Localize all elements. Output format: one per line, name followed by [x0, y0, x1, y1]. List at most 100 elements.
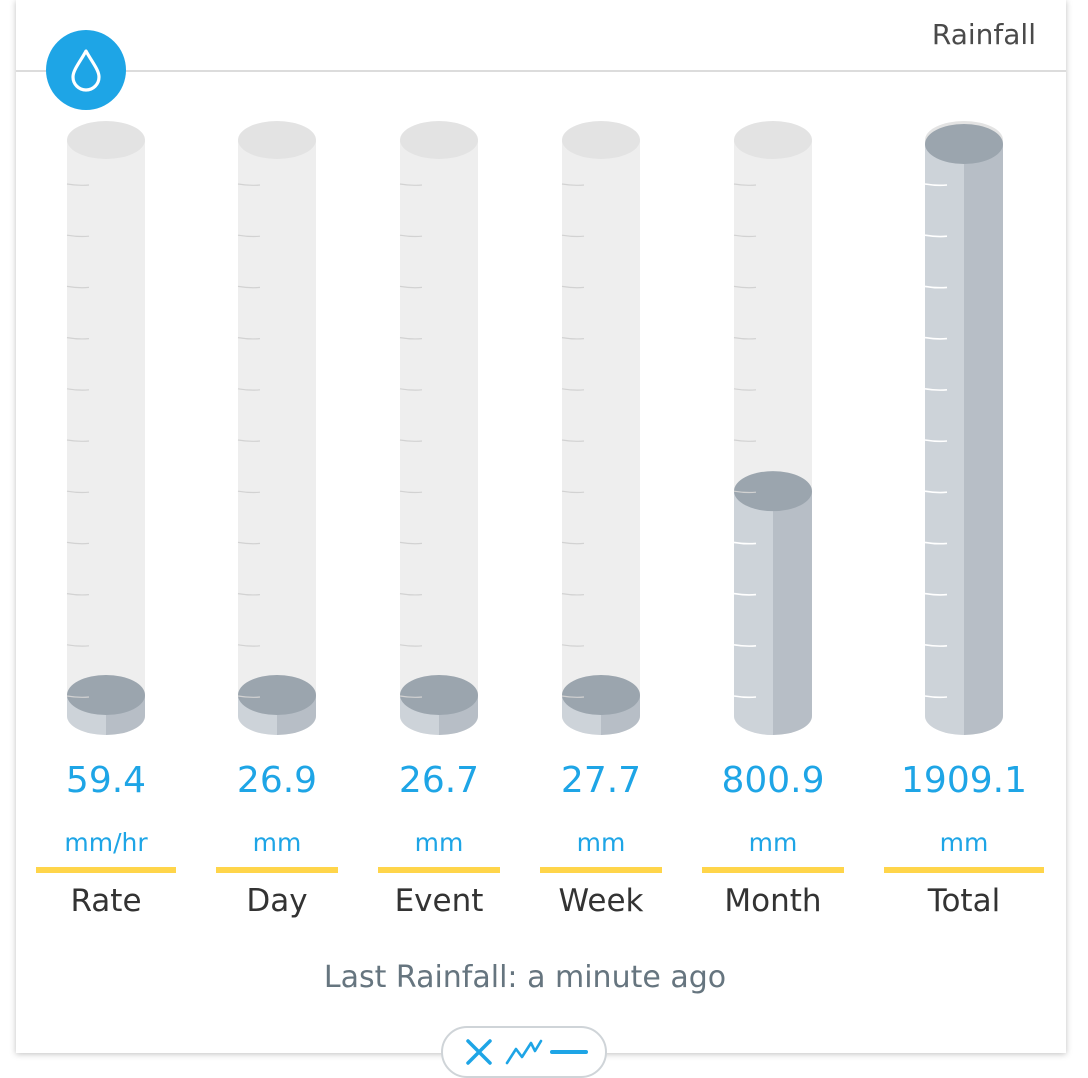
last-rainfall-label: Last Rainfall:: [323, 960, 518, 995]
gauge-value: 800.9: [721, 760, 825, 801]
tick-mark: [399, 490, 423, 494]
gauge-value: 59.4: [65, 760, 147, 801]
gauge-unit: mm: [252, 828, 302, 857]
fill-total: [925, 124, 1003, 735]
tick-mark: [237, 439, 261, 442]
tick-mark: [561, 388, 585, 391]
water-drop-icon: [46, 30, 126, 110]
fill-surface: [238, 675, 316, 715]
gauge-week: [561, 121, 640, 735]
gauge-label: Week: [558, 883, 644, 919]
tick-mark: [924, 592, 948, 596]
tick-mark: [561, 234, 585, 238]
tube-top: [238, 121, 316, 159]
gauge-underline: [378, 867, 500, 873]
tick-mark: [237, 541, 261, 545]
gauge-underline: [884, 867, 1044, 873]
fill-week: [562, 675, 640, 735]
gauge-value: 26.9: [236, 760, 318, 801]
tick-mark: [561, 593, 585, 596]
tick-mark: [66, 234, 90, 238]
gauge-underline: [702, 867, 844, 873]
tick-mark: [66, 285, 90, 289]
tick-mark: [733, 592, 757, 596]
tick-mark: [66, 490, 90, 494]
tick-mark: [237, 695, 261, 698]
tick-mark: [399, 183, 423, 186]
tick-mark: [733, 234, 757, 238]
rainfall-widget: Rainfall: [16, 0, 1066, 1053]
gauge-label: Month: [724, 883, 822, 919]
tube-top: [400, 121, 478, 159]
close-icon[interactable]: [459, 1032, 499, 1072]
fill-event: [400, 675, 478, 735]
tick-mark: [66, 593, 90, 596]
gauge-unit: mm: [939, 828, 989, 857]
gauge-value: 27.7: [560, 760, 642, 801]
tick-mark: [399, 285, 423, 289]
minimize-icon[interactable]: [549, 1032, 589, 1072]
fill-surface: [925, 124, 1003, 164]
tick-mark: [561, 439, 585, 442]
tick-mark: [399, 388, 423, 391]
tick-mark: [399, 695, 423, 698]
tick-mark: [399, 439, 423, 442]
tick-mark: [733, 183, 757, 186]
tick-mark: [924, 644, 948, 647]
tick-mark: [237, 234, 261, 238]
gauge-underline: [540, 867, 662, 873]
tick-mark: [66, 183, 90, 186]
tick-mark: [733, 695, 757, 699]
gauge-unit: mm/hr: [64, 828, 148, 857]
tick-mark: [237, 593, 261, 596]
fill-surface: [400, 675, 478, 715]
tick-mark: [561, 337, 585, 340]
line-chart-icon[interactable]: [504, 1032, 544, 1072]
tick-mark: [924, 541, 948, 545]
tube-top: [562, 121, 640, 159]
tick-mark: [924, 388, 948, 391]
tick-mark: [561, 644, 585, 647]
last-rainfall-value: a minute ago: [527, 960, 727, 995]
gauge-month: [733, 121, 812, 735]
fill-left: [734, 491, 773, 716]
tick-mark: [66, 695, 90, 698]
fill-surface: [67, 675, 145, 715]
gauge-total: [924, 121, 1003, 735]
widget-toolbar: [441, 1026, 607, 1078]
fill-right: [964, 144, 1003, 716]
gauge-value: 1909.1: [901, 760, 1027, 801]
gauge-unit: mm: [414, 828, 464, 857]
fill-surface: [562, 675, 640, 715]
tube-body: [400, 140, 478, 716]
tick-mark: [733, 388, 757, 391]
fill-left: [925, 144, 964, 716]
fill-surface: [734, 471, 812, 512]
fill-rate: [67, 675, 145, 735]
last-rainfall: Last Rainfall: a minute ago: [0, 960, 1050, 995]
tick-mark: [399, 593, 423, 596]
tick-mark: [733, 644, 757, 647]
tick-mark: [237, 490, 261, 494]
tube-body: [67, 140, 145, 716]
tick-mark: [924, 234, 948, 238]
tick-mark: [924, 285, 948, 289]
tick-mark: [66, 337, 90, 340]
tick-mark: [733, 490, 757, 494]
gauge-unit: mm: [576, 828, 626, 857]
gauge-event: [399, 121, 478, 735]
gauge-label: Day: [246, 883, 308, 919]
tick-mark: [237, 285, 261, 289]
tube-body: [238, 140, 316, 716]
tick-mark: [733, 337, 757, 340]
tick-mark: [399, 234, 423, 238]
gauge-value: 26.7: [398, 760, 480, 801]
tick-mark: [924, 490, 948, 494]
tick-mark: [237, 183, 261, 186]
tick-mark: [66, 388, 90, 391]
gauge-cylinders: [66, 121, 1003, 735]
tube-body: [562, 140, 640, 716]
gauge-label: Total: [927, 883, 1001, 919]
fill-month: [734, 471, 812, 735]
tube-top: [67, 121, 145, 159]
